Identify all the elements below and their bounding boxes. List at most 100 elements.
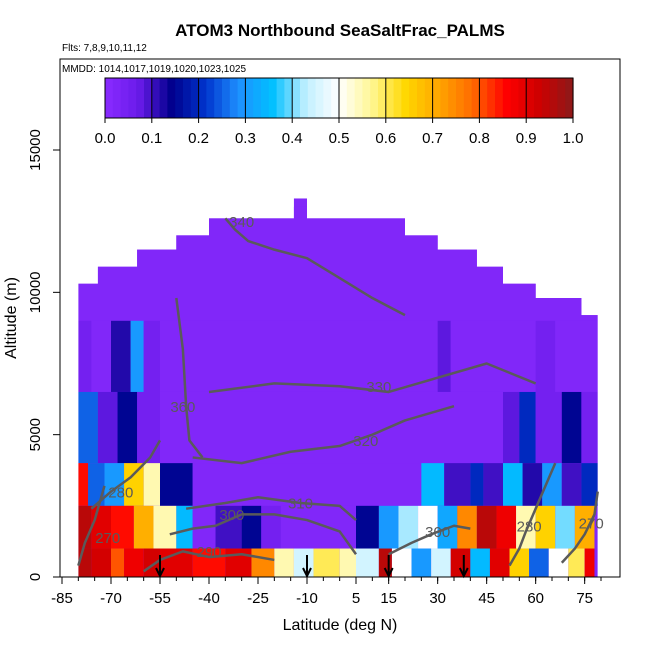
contour-line [192,404,455,465]
heatmap-cell [176,505,193,549]
colorbar-swatch [424,78,434,118]
contour-line [175,297,204,459]
contour-line [560,491,599,564]
heatmap-cell [225,548,252,577]
flight-marker-arrow [155,567,165,579]
heatmap-cell [192,548,226,577]
heatmap-cell [280,505,356,549]
chart-title: ATOM3 Northbound SeaSaltFrac_PALMS [175,21,505,40]
colorbar-swatch [315,78,324,118]
heatmap-cell [519,391,536,464]
heatmap-cell [411,548,432,577]
flight-marker-arrow [383,567,394,579]
contour-label: 270 [95,530,120,547]
colorbar-swatch [190,78,200,118]
colorbar-swatch [214,78,223,118]
colorbar-swatch [495,78,504,118]
colorbar-swatch [237,78,246,118]
heatmap-cell [503,391,520,464]
heatmap-cell [91,548,111,577]
x-tick-label: 45 [478,590,495,607]
heatmap-cell [104,463,125,506]
heatmap-cell [476,505,497,549]
heatmap-cell [339,548,356,577]
heatmap-cell [555,320,598,392]
heatmap-cell [529,548,549,577]
contour-line [508,462,557,567]
flights-label: Flts: 7,8,9,10,11,12 [62,43,147,54]
colorbar-swatch [206,78,215,118]
colorbar-swatch [284,78,293,118]
colorbar-swatch [229,78,239,118]
colorbar-swatch [300,78,309,118]
colorbar-swatch [136,78,145,118]
contour-label: 300 [425,524,450,541]
colorbar-swatch [159,78,168,118]
contour-line [90,439,162,510]
x-tick-label: -40 [198,590,220,607]
contour-label: 360 [170,399,195,416]
heatmap-cell [91,320,111,392]
colorbar-swatch [432,78,441,118]
colorbar-swatch [378,78,387,118]
colorbar-swatch [448,78,457,118]
heatmap-cell [522,463,543,506]
x-axis-label: Latitude (deg N) [283,617,398,634]
heatmap-cell [437,320,451,392]
colorbar-swatch [401,78,410,118]
heatmap-cell [215,505,242,549]
colorbar-tick-label: 0.9 [516,130,537,147]
y-tick-label: 10000 [27,271,44,313]
colorbar-swatch [440,78,449,118]
heatmap-cell [78,391,98,464]
colorbar-swatch [526,78,535,118]
heatmap-cell [160,320,438,392]
heatmap-cell [97,391,118,464]
heatmap-cell [378,505,399,549]
heatmap-cell [124,548,144,577]
x-tick-label: -25 [247,590,269,607]
colorbar-swatch [144,78,153,118]
heatmap-cell [561,391,582,464]
heatmap-cell [133,505,154,549]
colorbar-swatch [339,78,348,118]
heatmap-cell [251,548,275,577]
heatmap-cell [160,391,503,464]
heatmap-cell [568,548,585,577]
colorbar-swatch [393,78,402,118]
x-tick-label: -55 [149,590,171,607]
contour-label: 320 [353,433,378,450]
heatmap-cell [398,505,419,549]
x-tick-label: 30 [429,590,446,607]
colorbar-swatch [370,78,379,118]
colorbar-swatch [222,78,231,118]
heatmap-cell [130,320,144,392]
y-axis: 0 5000 10000 15000 [27,129,60,581]
x-tick-label: -70 [100,590,122,607]
y-tick-label: 15000 [27,129,44,171]
heatmap-cell [444,463,471,506]
heatmap-cell [496,505,517,549]
x-tick-label: 15 [380,590,397,607]
colorbar-tick-label: 1.0 [563,130,584,147]
x-tick-label: 75 [576,590,593,607]
heatmap-cell [261,505,281,549]
heatmap-cell [483,463,503,506]
colorbar-swatch [541,78,551,118]
colorbar-swatch [346,78,356,118]
contour-line [388,524,471,556]
colorbar-tick-label: 0.2 [188,130,209,147]
colorbar-swatch [518,78,527,118]
colorbar-swatch [487,78,496,118]
x-tick-label: 5 [352,590,360,607]
dates-label: MMDD: 1014,1017,1019,1020,1023,1025 [62,64,246,75]
heatmap-cell [581,391,598,464]
heatmap-cell [111,505,134,549]
heatmap-cell [391,548,412,577]
heatmap-cell [561,463,582,506]
heatmap-cell [313,548,340,577]
colorbar-swatch [534,78,543,118]
heatmap-cell [293,548,314,577]
colorbar-swatch [276,78,285,118]
